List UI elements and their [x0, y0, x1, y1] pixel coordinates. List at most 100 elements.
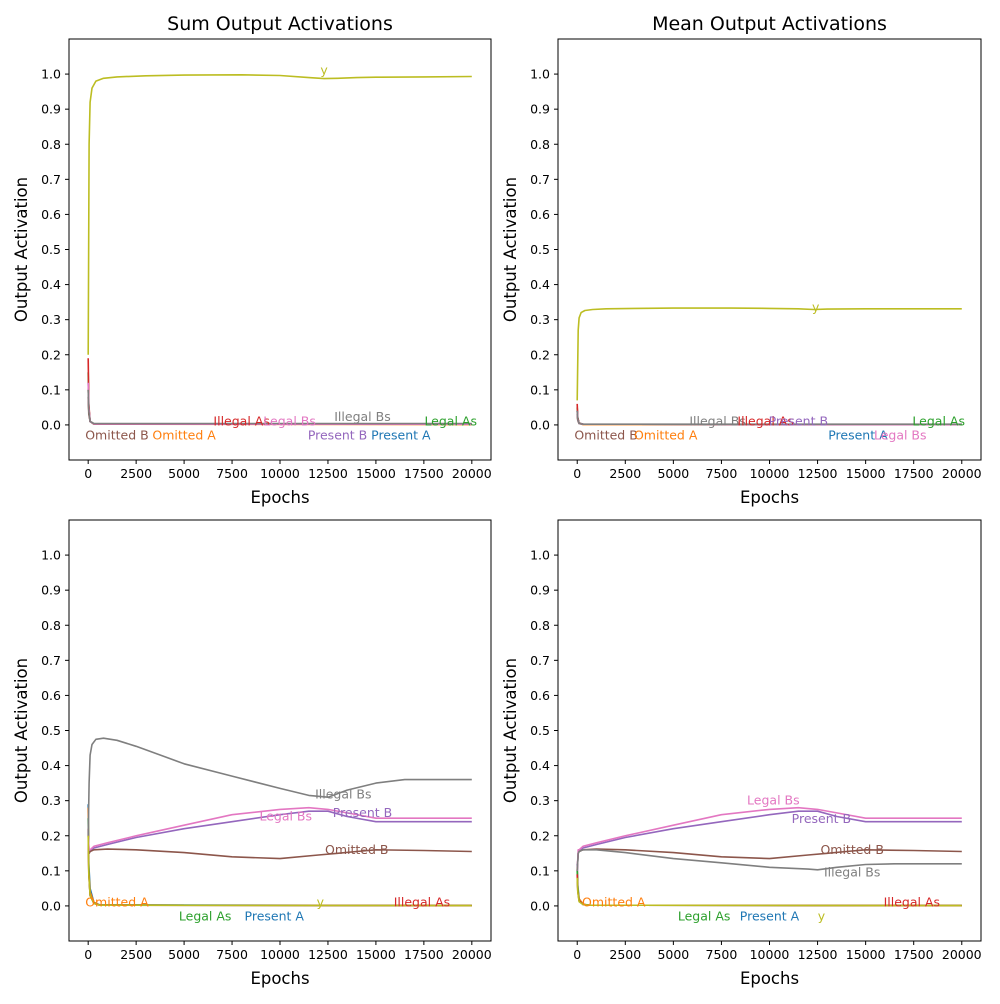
y-tick-label: 0.1 [530, 863, 550, 878]
series-line-y [576, 877, 962, 907]
series-line-omitted-b [88, 848, 472, 860]
x-tick-label: 2500 [120, 466, 152, 481]
y-tick-label: 0.8 [41, 137, 61, 152]
x-axis-label: Epochs [250, 969, 309, 988]
y-axis-label: Output Activation [12, 177, 31, 322]
y-tick-label: 0.7 [41, 172, 61, 187]
annotation-label: Illegal Bs [334, 409, 390, 424]
x-tick-label: 5000 [657, 947, 689, 962]
x-tick-label: 15000 [356, 466, 396, 481]
y-tick-label: 0.8 [41, 618, 61, 633]
annotation-label: Present B [333, 805, 392, 820]
series-line-present-b [576, 810, 962, 871]
y-tick-label: 0.9 [41, 583, 61, 598]
annotation-label: Illegal As [737, 413, 793, 428]
annotation-label: y [317, 894, 325, 909]
series-line-y [87, 74, 472, 355]
axes-frame [68, 519, 492, 942]
x-tick-label: 2500 [120, 947, 152, 962]
x-tick-label: 10000 [260, 466, 300, 481]
annotation-label: Omitted B [574, 427, 637, 442]
series-line-legal-as [87, 818, 472, 907]
x-tick-label: 15000 [846, 947, 886, 962]
series-line-illegal-bs [87, 389, 472, 425]
chart-panel-4: 0 2500 5000 7500 10000 12500 15000 17500 20000 0.… [501, 519, 982, 988]
y-tick-label: 0.8 [530, 137, 550, 152]
x-tick-label: 15000 [846, 466, 886, 481]
axes-frame [557, 38, 982, 461]
annotation-label: Omitted A [152, 427, 216, 442]
annotation-label: Present B [769, 413, 828, 428]
chart-panel-1: Sum Output Activations 0 2500 5000 7500 10000… [12, 13, 492, 507]
annotation-label: Illegal As [394, 894, 450, 909]
x-tick-label: 5000 [168, 947, 200, 962]
y-axis-label: Output Activation [12, 658, 31, 803]
x-tick-label: 12500 [798, 947, 838, 962]
series-group [576, 307, 962, 426]
x-tick-label: 0 [573, 466, 581, 481]
x-tick-label: 5000 [657, 466, 689, 481]
annotation-label: Legal Bs [259, 808, 312, 823]
annotation-label: y [320, 63, 328, 78]
x-tick-label: 17500 [404, 466, 444, 481]
y-tick-label: 0.3 [41, 312, 61, 327]
y-tick-label: 0.0 [41, 898, 61, 913]
annotation-label: Illegal Bs [689, 413, 745, 428]
x-tick-label: 7500 [216, 947, 248, 962]
annotation-label: Omitted A [582, 894, 646, 909]
series-group [87, 737, 472, 907]
x-tick-label: 10000 [260, 947, 300, 962]
series-line-illegal-bs [576, 848, 962, 871]
x-tick-label: 12500 [798, 466, 838, 481]
annotation-label: Present A [371, 427, 431, 442]
y-tick-label: 0.6 [530, 688, 550, 703]
y-tick-label: 0.6 [41, 688, 61, 703]
y-tick-label: 0.1 [41, 863, 61, 878]
x-tick-label: 2500 [609, 466, 641, 481]
annotation-label: Illegal As [884, 894, 940, 909]
y-tick-label: 0.0 [530, 898, 550, 913]
annotation-label: Omitted B [820, 842, 883, 857]
x-tick-label: 20000 [942, 947, 982, 962]
x-tick-label: 20000 [452, 466, 492, 481]
series-line-legal-bs [87, 806, 472, 851]
annotation-label: Present A [740, 908, 800, 923]
y-tick-label: 0.4 [41, 758, 61, 773]
x-axis-label: Epochs [740, 969, 799, 988]
x-tick-label: 2500 [609, 947, 641, 962]
annotation-label: Legal Bs [263, 413, 316, 428]
x-tick-label: 10000 [750, 947, 790, 962]
y-tick-label: 0.1 [41, 382, 61, 397]
y-tick-label: 0.7 [530, 172, 550, 187]
annotation-label: Present B [792, 811, 851, 826]
annotation-label: Omitted B [325, 842, 388, 857]
y-tick-label: 1.0 [530, 548, 550, 563]
series-group [576, 806, 962, 907]
axes-frame [557, 519, 982, 942]
x-tick-label: 0 [573, 947, 581, 962]
annotation-label: Illegal As [213, 413, 269, 428]
x-tick-label: 12500 [308, 947, 348, 962]
y-tick-label: 0.8 [530, 618, 550, 633]
annotation-label: Present A [828, 427, 888, 442]
y-tick-label: 0.9 [530, 102, 550, 117]
series-line-legal-bs [576, 806, 962, 871]
series-line-illegal-bs [576, 410, 962, 426]
x-tick-label: 0 [84, 947, 92, 962]
y-tick-label: 0.3 [41, 793, 61, 808]
annotation-label: Omitted B [85, 427, 148, 442]
y-tick-label: 0.2 [530, 347, 550, 362]
x-tick-label: 7500 [216, 466, 248, 481]
annotation-label: Omitted A [85, 894, 149, 909]
x-tick-label: 20000 [942, 466, 982, 481]
y-tick-label: 0.1 [530, 382, 550, 397]
y-tick-label: 0.7 [530, 653, 550, 668]
x-tick-label: 15000 [356, 947, 396, 962]
y-tick-label: 0.9 [530, 583, 550, 598]
series-line-y [87, 835, 472, 907]
annotation-label: Legal As [912, 413, 965, 428]
y-tick-label: 0.0 [41, 417, 61, 432]
y-tick-label: 0.4 [530, 758, 550, 773]
